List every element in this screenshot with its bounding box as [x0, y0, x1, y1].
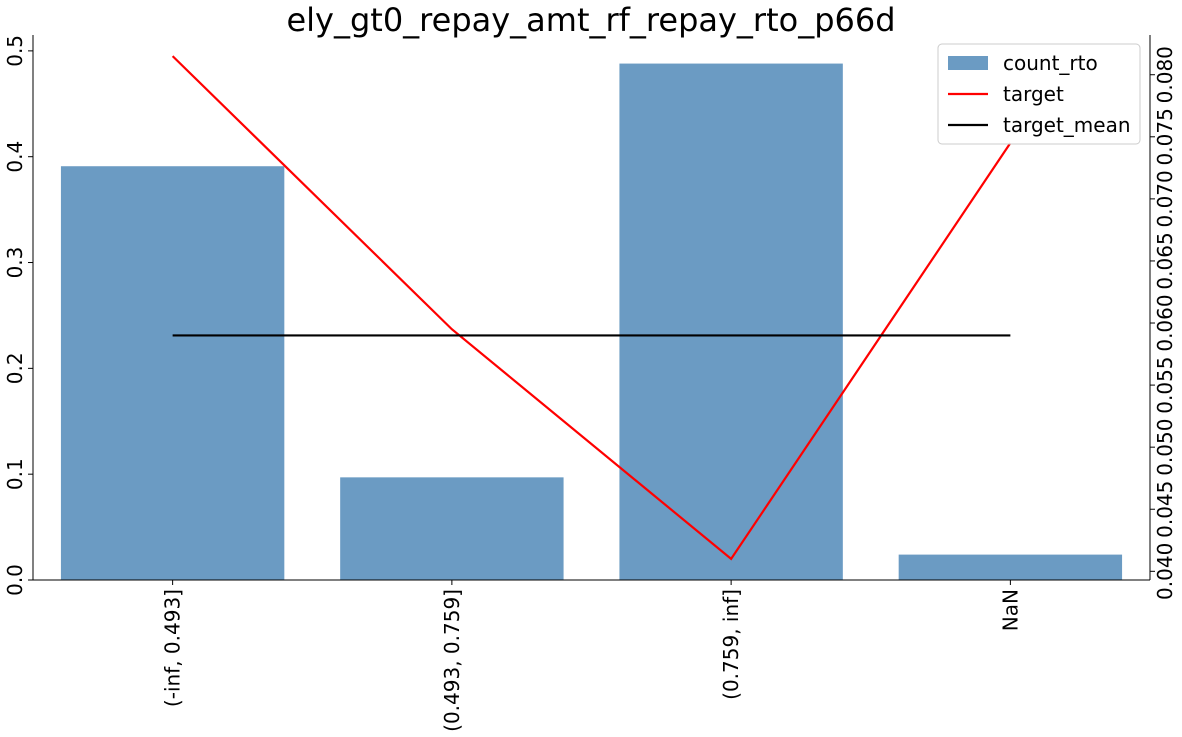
x-tick-label: (-inf, 0.493] [161, 589, 185, 707]
bar-1 [340, 477, 564, 580]
right-tick-label: 0.060 [1153, 294, 1177, 351]
legend-label-target: target [1003, 82, 1064, 106]
bar-2 [619, 63, 843, 580]
x-tick-label: (0.759, inf] [719, 589, 743, 700]
line-target [171, 55, 1012, 561]
legend-swatch-count-rto [948, 56, 988, 70]
left-tick-label: 0.2 [3, 352, 27, 384]
right-tick-label: 0.055 [1153, 356, 1177, 413]
legend-box [937, 43, 1141, 145]
bar-0 [60, 166, 285, 580]
right-tick-label: 0.070 [1153, 170, 1177, 227]
right-tick-label: 0.040 [1153, 543, 1177, 600]
right-tick-label: 0.075 [1153, 108, 1177, 165]
legend-label-count-rto: count_rto [1003, 51, 1098, 75]
right-tick-label: 0.045 [1153, 481, 1177, 538]
chart-title: ely_gt0_repay_amt_rf_repay_rto_p66d [286, 1, 895, 39]
legend-label-target-mean: target_mean [1003, 113, 1131, 137]
plot-area: 0.0 0.1 0.2 0.3 0.4 0.5 0.040 0.045 0.050 0.055 0.… [3, 35, 1177, 732]
left-tick-label: 0.0 [3, 564, 27, 596]
bar-3 [898, 554, 1123, 580]
right-tick-label: 0.050 [1153, 419, 1177, 476]
x-tick-label: NaN [998, 589, 1022, 631]
right-tick-label: 0.065 [1153, 232, 1177, 289]
left-tick-label: 0.1 [3, 458, 27, 490]
left-tick-label: 0.3 [3, 247, 27, 279]
right-tick-label: 0.080 [1153, 46, 1177, 103]
left-tick-label: 0.5 [3, 35, 27, 67]
left-tick-label: 0.4 [3, 141, 27, 173]
x-tick-label: (0.493, 0.759] [440, 589, 464, 732]
